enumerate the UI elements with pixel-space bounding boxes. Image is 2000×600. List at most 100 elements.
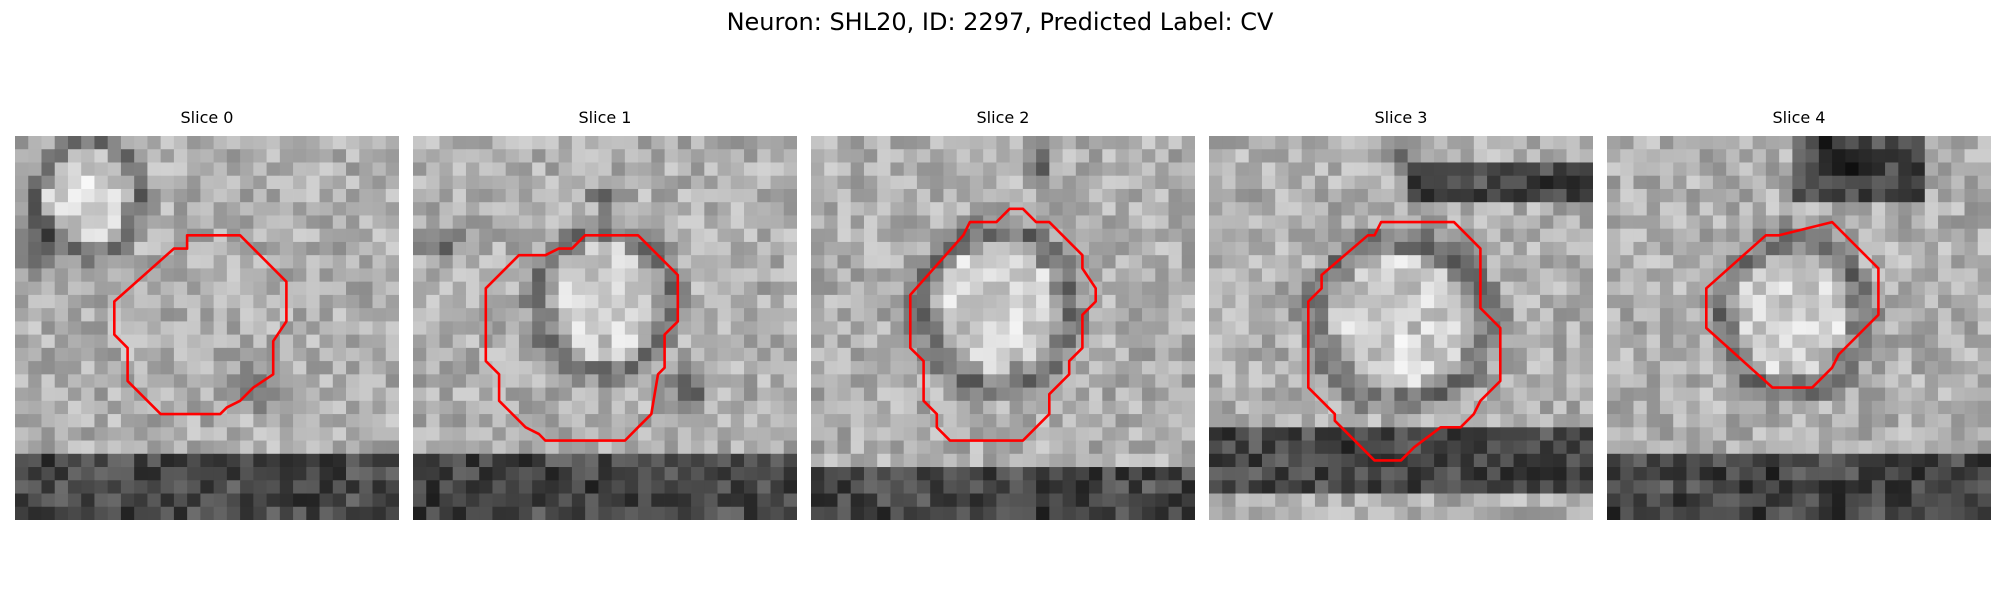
- image-pixel: [651, 467, 665, 481]
- image-pixel: [306, 453, 320, 468]
- image-pixel: [1062, 268, 1077, 283]
- image-pixel: [837, 215, 852, 230]
- image-pixel: [770, 255, 785, 269]
- image-pixel: [1009, 294, 1024, 309]
- image-pixel: [1646, 427, 1661, 441]
- image-pixel: [1115, 467, 1130, 481]
- image-pixel: [1607, 387, 1621, 402]
- image-pixel: [1181, 506, 1195, 520]
- image-pixel: [611, 414, 626, 428]
- image-pixel: [1460, 294, 1475, 309]
- image-pixel: [730, 268, 745, 283]
- image-pixel: [1168, 374, 1183, 388]
- image-pixel: [1049, 361, 1063, 375]
- image-pixel: [1607, 188, 1621, 203]
- image-pixel: [1620, 374, 1634, 388]
- image-pixel: [1686, 228, 1701, 243]
- image-pixel: [717, 440, 732, 455]
- image-pixel: [293, 268, 307, 283]
- image-pixel: [1659, 414, 1674, 428]
- image-pixel: [1659, 294, 1674, 309]
- image-pixel: [532, 493, 546, 508]
- image-pixel: [1911, 281, 1926, 296]
- image-pixel: [359, 480, 373, 494]
- image-pixel: [704, 202, 718, 216]
- image-pixel: [863, 136, 878, 150]
- image-pixel: [956, 506, 971, 520]
- image-pixel: [744, 215, 758, 230]
- image-pixel: [1261, 175, 1276, 190]
- image-pixel: [1858, 374, 1873, 388]
- image-pixel: [1765, 440, 1780, 455]
- image-pixel: [903, 361, 918, 375]
- image-pixel: [319, 175, 334, 190]
- image-pixel: [969, 453, 984, 468]
- image-pixel: [1155, 400, 1169, 415]
- image-pixel: [1155, 321, 1169, 336]
- image-pixel: [664, 347, 679, 362]
- image-pixel: [67, 136, 82, 150]
- image-pixel: [996, 321, 1011, 336]
- image-pixel: [1434, 281, 1448, 296]
- image-pixel: [1607, 334, 1621, 349]
- image-pixel: [107, 162, 122, 177]
- image-pixel: [837, 294, 852, 309]
- image-pixel: [837, 374, 852, 388]
- image-pixel: [81, 241, 95, 256]
- image-pixel: [1009, 334, 1024, 349]
- image-pixel: [1222, 215, 1236, 230]
- image-pixel: [1924, 480, 1939, 494]
- image-pixel: [1381, 202, 1395, 216]
- image-pixel: [1726, 175, 1740, 190]
- image-pixel: [1447, 414, 1461, 428]
- image-pixel: [28, 162, 42, 177]
- image-pixel: [266, 506, 281, 520]
- image-pixel: [200, 414, 215, 428]
- image-pixel: [824, 136, 838, 150]
- image-pixel: [1301, 162, 1316, 177]
- image-pixel: [545, 228, 560, 243]
- image-pixel: [638, 281, 652, 296]
- image-pixel: [439, 480, 454, 494]
- image-pixel: [147, 467, 162, 481]
- image-pixel: [518, 281, 533, 296]
- image-pixel: [1633, 175, 1648, 190]
- image-pixel: [1686, 467, 1701, 481]
- image-pixel: [41, 215, 56, 230]
- image-pixel: [1977, 268, 1991, 283]
- image-pixel: [664, 228, 679, 243]
- image-pixel: [1765, 281, 1780, 296]
- image-pixel: [877, 321, 891, 336]
- image-pixel: [1155, 255, 1169, 269]
- image-pixel: [1871, 188, 1886, 203]
- image-pixel: [1977, 255, 1991, 269]
- image-pixel: [266, 321, 281, 336]
- image-pixel: [1739, 361, 1754, 375]
- image-pixel: [479, 228, 493, 243]
- image-pixel: [1898, 400, 1912, 415]
- image-pixel: [1566, 480, 1581, 494]
- image-pixel: [240, 202, 254, 216]
- image-pixel: [811, 427, 825, 441]
- image-pixel: [1951, 228, 1965, 243]
- image-pixel: [611, 202, 626, 216]
- image-pixel: [1341, 347, 1356, 362]
- image-pixel: [1314, 427, 1329, 441]
- image-pixel: [1673, 374, 1687, 388]
- image-pixel: [1805, 440, 1820, 455]
- image-pixel: [1513, 241, 1528, 256]
- image-pixel: [1607, 136, 1621, 150]
- image-pixel: [1209, 294, 1223, 309]
- image-pixel: [1500, 361, 1514, 375]
- image-pixel: [1964, 241, 1979, 256]
- image-pixel: [492, 215, 507, 230]
- image-pixel: [1062, 480, 1077, 494]
- image-pixel: [1447, 308, 1461, 322]
- image-pixel: [372, 268, 387, 283]
- image-pixel: [1526, 440, 1541, 455]
- image-pixel: [1779, 361, 1793, 375]
- image-pixel: [611, 361, 626, 375]
- image-pixel: [956, 321, 971, 336]
- image-pixel: [518, 374, 533, 388]
- image-pixel: [1209, 334, 1223, 349]
